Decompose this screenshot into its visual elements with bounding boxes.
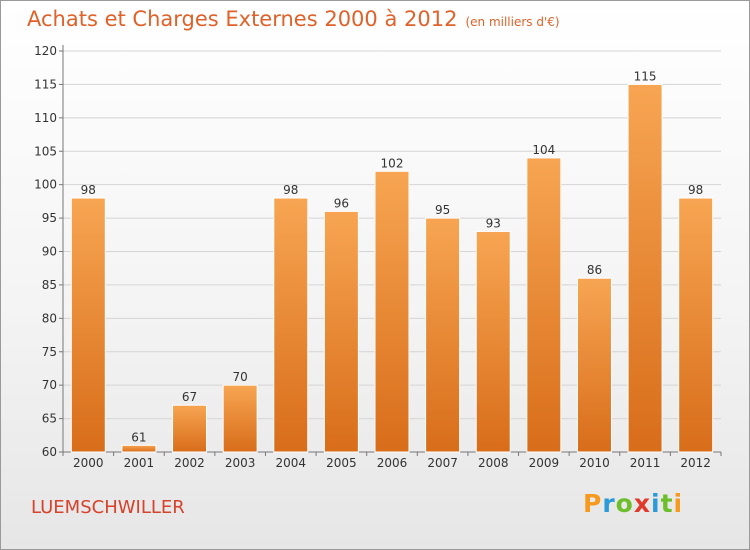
data-label: 98 <box>688 183 703 197</box>
data-label: 98 <box>81 183 96 197</box>
y-tick-label: 105 <box>34 144 57 158</box>
y-tick-label: 120 <box>34 44 57 58</box>
data-label: 93 <box>486 216 501 230</box>
data-label: 86 <box>587 263 602 277</box>
logo-letter: i <box>651 489 661 518</box>
chart-title-row: Achats et Charges Externes 2000 à 2012 (e… <box>27 7 560 31</box>
bar-2000 <box>70 197 106 453</box>
x-tick-label: 2007 <box>427 456 458 470</box>
y-tick-label: 95 <box>42 211 57 225</box>
data-label: 67 <box>182 390 197 404</box>
location-name: LUEMSCHWILLER <box>31 497 185 518</box>
y-tick-label: 85 <box>42 278 57 292</box>
bar-2002 <box>172 404 208 453</box>
bar-2009 <box>526 157 562 453</box>
data-label: 95 <box>435 203 450 217</box>
logo-letter: x <box>633 489 651 518</box>
bar-2006 <box>374 170 410 453</box>
x-tick-label: 2006 <box>377 456 408 470</box>
y-tick-label: 100 <box>34 178 57 192</box>
y-tick-label: 115 <box>34 77 57 91</box>
logo-letter: r <box>602 489 616 518</box>
bar-2004 <box>273 197 309 453</box>
x-tick-label: 2008 <box>478 456 509 470</box>
x-tick-label: 2003 <box>225 456 256 470</box>
data-label: 104 <box>532 143 555 157</box>
x-tick-label: 2002 <box>174 456 205 470</box>
x-tick-label: 2009 <box>529 456 560 470</box>
bar-2010 <box>576 277 612 453</box>
x-tick-label: 2001 <box>124 456 155 470</box>
y-tick-label: 90 <box>42 245 57 259</box>
bar-2003 <box>222 384 258 453</box>
logo-letter: P <box>583 489 603 518</box>
data-label: 70 <box>233 370 248 384</box>
data-label: 115 <box>634 69 657 83</box>
bar-2007 <box>425 217 461 453</box>
x-tick-label: 2010 <box>579 456 610 470</box>
y-tick-label: 80 <box>42 311 57 325</box>
y-tick-label: 60 <box>42 445 57 459</box>
y-tick-label: 65 <box>42 412 57 426</box>
bar-2001 <box>121 444 157 453</box>
data-label: 102 <box>381 156 404 170</box>
bar-2005 <box>323 210 359 453</box>
logo-letter: i <box>673 489 684 518</box>
x-tick-label: 2004 <box>275 456 306 470</box>
bar-2008 <box>475 230 511 453</box>
chart-subtitle: (en milliers d'€) <box>465 15 560 29</box>
data-label: 61 <box>131 430 146 444</box>
chart-title: Achats et Charges Externes 2000 à 2012 <box>27 7 458 31</box>
proxiti-logo: Proxiti <box>583 489 683 518</box>
logo-letter: t <box>660 489 674 518</box>
x-tick-label: 2000 <box>73 456 104 470</box>
y-tick-label: 110 <box>34 111 57 125</box>
x-tick-label: 2005 <box>326 456 357 470</box>
data-label: 96 <box>334 196 349 210</box>
y-tick-label: 75 <box>42 345 57 359</box>
logo-letter: o <box>615 489 634 518</box>
data-label: 98 <box>283 183 298 197</box>
bar-2012 <box>678 197 714 453</box>
y-tick-label: 70 <box>42 378 57 392</box>
x-tick-label: 2012 <box>680 456 711 470</box>
x-tick-label: 2011 <box>630 456 661 470</box>
bar-2011 <box>627 83 663 453</box>
